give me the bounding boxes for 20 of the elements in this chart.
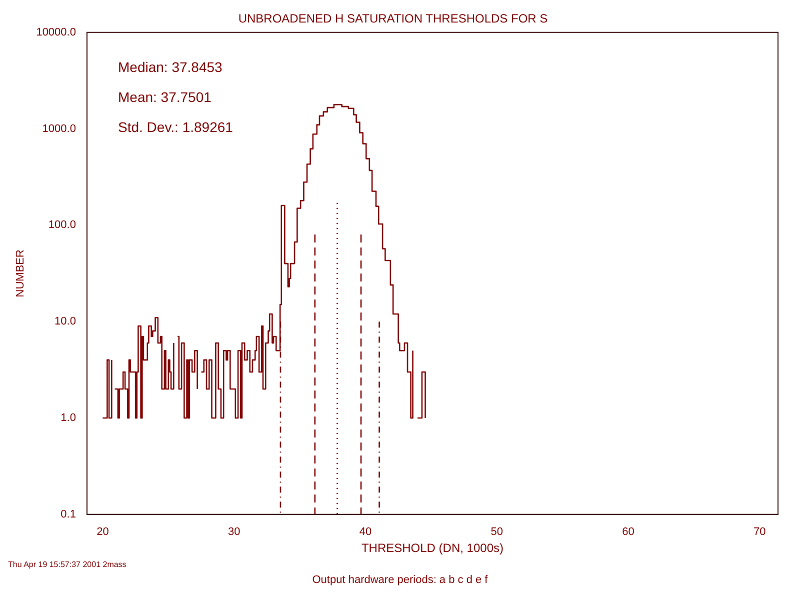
x-tick-label: 70 [753,526,766,538]
x-tick-label: 40 [359,526,372,538]
text: Output hardware periods: a b c d e f [311,574,489,586]
text: Thu Apr 19 15:57:37 2001 2mass [8,560,126,569]
chart-title: UNBROADENED H SATURATION THRESHOLDS FOR S [238,12,548,26]
y-axis-title: NUMBER [14,250,27,298]
x-tick-label: 30 [228,526,240,538]
x-tick-label: 20 [96,526,109,538]
y-tick-label: 0.1 [60,508,76,520]
x-axis-title: THRESHOLD (DN, 1000s) [361,541,504,556]
annotation: Median: 37.8453 [118,58,224,77]
annotation: Mean: 37.7501 [118,88,212,107]
x-tick-label: 50 [490,526,503,538]
x-tick-label: 60 [622,526,634,538]
y-tick-label: 10000.0 [36,26,76,38]
y-tick-label: 1000.0 [42,122,76,135]
y-tick-label: 100.0 [48,219,76,232]
annotation: Std. Dev.: 1.89261 [118,118,233,137]
y-tick-label: 1.0 [60,412,76,424]
y-tick-label: 10.0 [54,316,76,328]
